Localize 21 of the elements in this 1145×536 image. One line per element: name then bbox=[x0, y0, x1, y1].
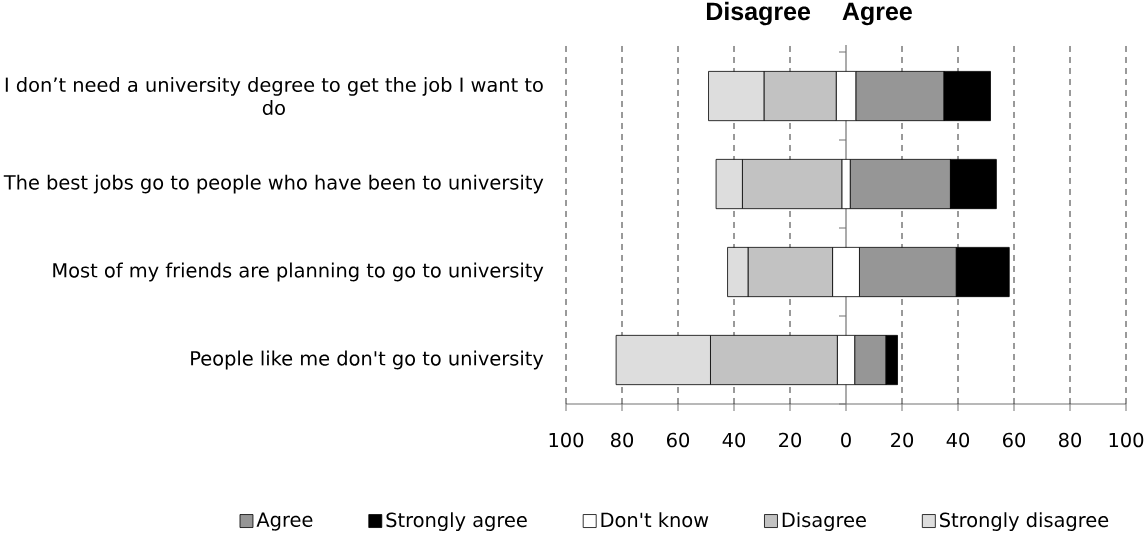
y-tick-label: People like me don't go to university bbox=[191, 350, 544, 370]
x-tick-label: 0 bbox=[841, 432, 851, 448]
legend-label: Agree bbox=[256, 512, 313, 531]
x-tick-label: 40 bbox=[946, 432, 970, 448]
x-tick-label: 100 bbox=[549, 432, 584, 448]
legend-label: Strongly disagree bbox=[940, 512, 1109, 531]
legend-label: Strongly agree bbox=[386, 512, 527, 531]
x-tick-label: 40 bbox=[722, 432, 746, 448]
x-tick-label: 60 bbox=[1003, 432, 1026, 448]
x-tick-label: 80 bbox=[610, 432, 634, 448]
x-tick-label: 60 bbox=[667, 432, 690, 448]
legend-label: Disagree bbox=[782, 512, 866, 531]
x-tick-label: 80 bbox=[1058, 432, 1082, 448]
y-tick-label: Most of my friends are planning to go to university bbox=[53, 262, 544, 282]
x-tick-label: 20 bbox=[891, 432, 914, 448]
x-tick-label: 20 bbox=[779, 432, 802, 448]
y-tick-label: The best jobs go to people who have been to university bbox=[3, 174, 544, 194]
x-tick-label: 100 bbox=[1109, 432, 1144, 448]
legend-label: Don't know bbox=[601, 512, 709, 528]
chart-title: Disagree Agree bbox=[706, 1, 912, 26]
y-tick-label: I don’t need a university degree to get the job I want to do bbox=[5, 77, 543, 116]
